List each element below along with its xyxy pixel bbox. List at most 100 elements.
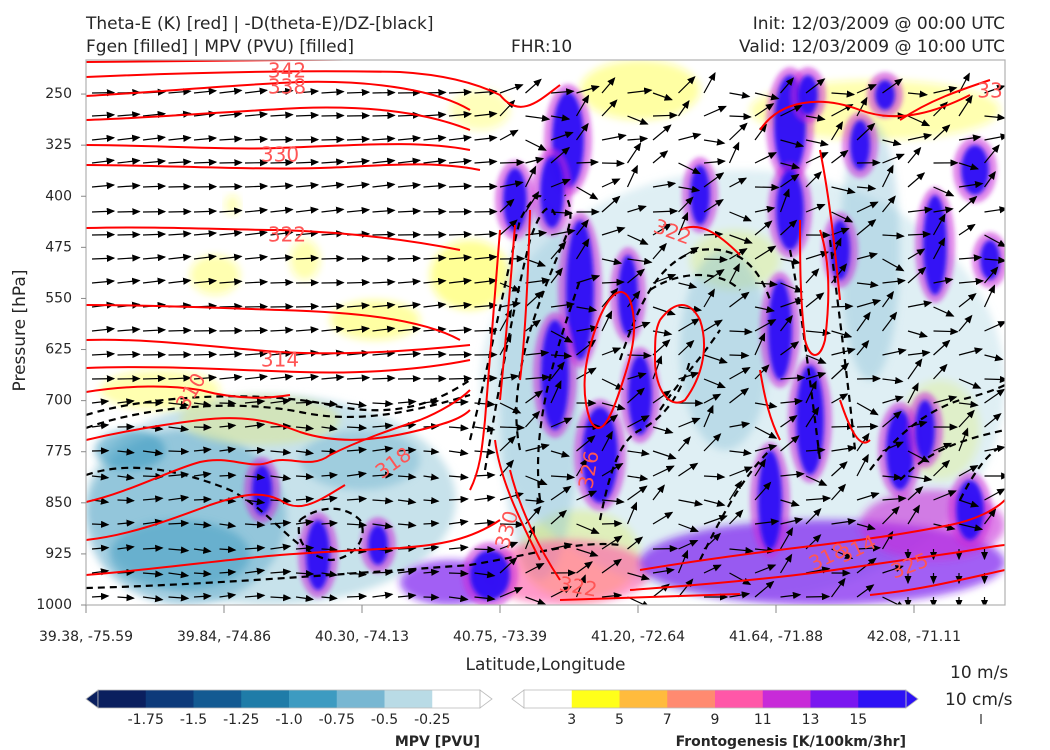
wind-arrow	[168, 594, 190, 602]
colorbar-swatch	[145, 690, 194, 708]
wind-arrow	[219, 278, 243, 286]
wind-arrow	[907, 230, 932, 238]
wind-arrow	[270, 326, 294, 334]
wind-arrow	[882, 311, 898, 332]
wind-arrow	[805, 114, 826, 122]
wind-arrow	[601, 99, 618, 117]
wind-arrow	[168, 400, 190, 408]
wind-arrow	[856, 453, 869, 477]
wind-arrow	[193, 546, 212, 554]
wind-arrow	[805, 203, 826, 213]
wind-arrow	[703, 199, 724, 213]
colorbar-swatch	[289, 690, 338, 708]
wind-arrow	[576, 523, 600, 534]
wind-arrow	[805, 446, 826, 454]
wind-arrow	[168, 571, 190, 579]
wind-arrow	[499, 83, 524, 94]
wind-arrow	[423, 473, 440, 481]
wind-arrow	[550, 586, 572, 598]
wind-arrow	[729, 546, 754, 555]
wind-arrow	[958, 134, 982, 142]
wind-arrow	[372, 230, 396, 239]
wind-arrow	[91, 207, 116, 215]
theta-e-contour	[86, 484, 346, 541]
colorbar-tick-label: 5	[615, 712, 624, 728]
axes: 250 325 400 475 550 625 700 775 850 925 1000 39.38,…	[10, 59, 1006, 675]
wind-arrow	[780, 282, 804, 293]
wind-arrow	[448, 326, 473, 334]
wind-arrow	[907, 115, 931, 127]
wind-arrow	[244, 350, 269, 358]
wind-arrow	[856, 84, 877, 94]
y-axis-label: Pressure [hPa]	[10, 270, 30, 392]
wind-arrow	[91, 182, 116, 190]
wind-arrow	[142, 110, 167, 119]
wind-arrow	[932, 237, 946, 260]
wind-arrow	[907, 450, 930, 463]
wind-arrow	[270, 158, 294, 167]
wind-arrow	[678, 523, 699, 533]
wind-arrow	[576, 274, 601, 284]
wind-arrow	[882, 139, 902, 147]
wind-arrow	[168, 374, 192, 382]
wind-arrow	[958, 499, 980, 508]
field-patch	[190, 255, 240, 295]
wind-arrow	[882, 348, 907, 356]
colorbar-swatch	[810, 690, 859, 708]
wind-arrow	[703, 433, 722, 452]
wind-arrow	[601, 133, 627, 141]
wind-arrow	[372, 400, 394, 408]
wind-arrow	[627, 596, 651, 605]
wind-arrow	[321, 135, 345, 144]
wind-arrow	[423, 350, 447, 358]
wind-arrow	[550, 361, 565, 380]
wind-arrow	[270, 594, 292, 602]
wind-arrow	[703, 172, 725, 188]
theta-e-contour	[679, 225, 741, 256]
wind-arrow	[627, 572, 650, 581]
wind-arrow	[754, 305, 775, 313]
wind-arrow	[754, 518, 780, 526]
theta-e-contour	[899, 79, 991, 121]
wind-arrow	[907, 248, 926, 260]
wind-arrow	[525, 562, 545, 574]
wind-arrow	[397, 375, 422, 383]
wind-arrow	[91, 157, 115, 165]
wind-arrow	[525, 290, 544, 308]
wind-arrow	[117, 277, 141, 285]
wind-arrow	[933, 363, 948, 380]
wind-arrow	[703, 473, 726, 481]
wind-arrow	[678, 132, 702, 141]
colorbar-name: Frontogenesis [K/100km/3hr]	[676, 734, 906, 750]
ddz-contour	[515, 194, 572, 451]
wind-arrow	[933, 124, 951, 141]
wind-arrow	[550, 114, 571, 122]
wind-arrow	[448, 544, 469, 552]
wind-arrow	[729, 421, 751, 429]
wind-arrow	[831, 211, 854, 223]
wind-arrow	[575, 458, 588, 477]
wind-arrow	[728, 480, 742, 501]
theta-e-contour	[86, 70, 561, 108]
wind-arrow	[244, 182, 269, 190]
wind-arrow	[576, 325, 599, 333]
wind-arrow	[882, 565, 904, 574]
wind-arrow	[882, 195, 896, 213]
wind-arrow	[219, 471, 237, 480]
ddz-contour	[86, 466, 301, 546]
theta-e-contour	[469, 229, 501, 491]
wind-arrow	[499, 219, 518, 236]
wind-arrow	[805, 406, 820, 428]
wind-arrow	[448, 157, 473, 166]
wind-arrow	[219, 183, 243, 191]
theta-e-contour	[759, 94, 971, 131]
wind-arrow	[958, 465, 979, 477]
wind-arrow	[652, 567, 675, 575]
wind-arrow	[448, 374, 473, 383]
x-tick-label: 42.08, -71.11	[867, 629, 961, 645]
wind-arrow	[576, 339, 597, 356]
wind-arrow	[882, 277, 906, 285]
colorbar-swatch	[858, 690, 907, 708]
wind-arrow	[678, 76, 696, 94]
wind-arrow	[525, 443, 550, 452]
